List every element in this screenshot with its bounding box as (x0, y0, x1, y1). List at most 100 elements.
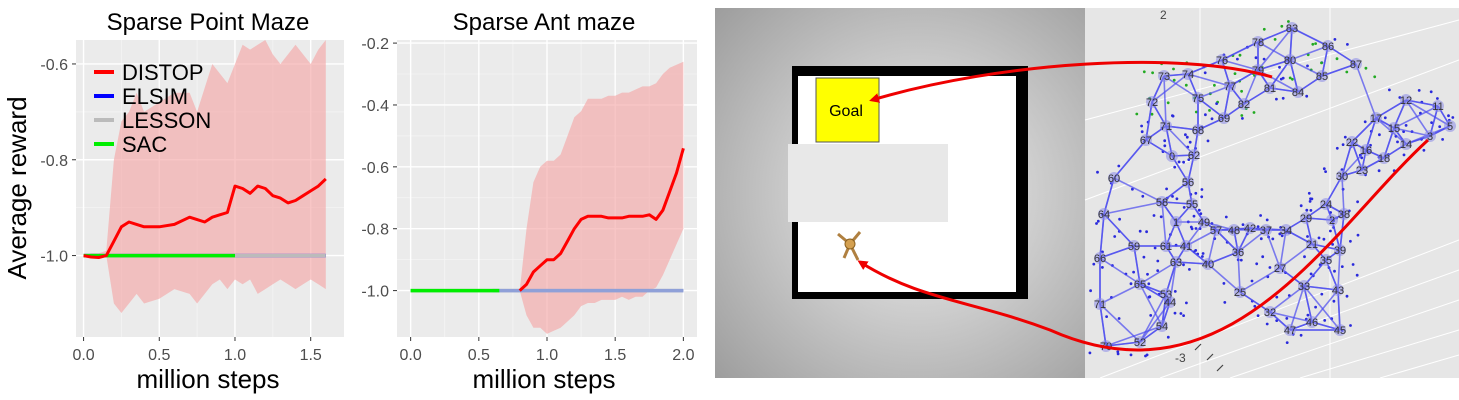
graph-node (1338, 208, 1350, 220)
graph-point (1311, 42, 1315, 46)
graph-edge (1269, 311, 1313, 323)
graph-edge (1405, 99, 1451, 127)
graph-point (1252, 111, 1256, 114)
graph-point (1278, 65, 1281, 69)
graph-point (1279, 77, 1283, 81)
graph-node (1238, 98, 1250, 110)
graph-point (1314, 305, 1317, 309)
graph-point (1105, 315, 1108, 318)
graph-point (1259, 214, 1262, 217)
graph-node (1198, 216, 1210, 228)
graph-node (1160, 240, 1172, 252)
graph-point (1116, 350, 1120, 354)
graph-node (1224, 80, 1236, 92)
graph-node-label: 35 (1320, 255, 1332, 267)
graph-node (1334, 324, 1346, 336)
graph-node-label: 32 (1264, 307, 1276, 319)
graph-point (1303, 255, 1306, 259)
graph-point (1152, 214, 1156, 217)
graph-point (1345, 70, 1349, 74)
graph-node-label: 36 (1232, 247, 1244, 259)
graph-point (1117, 164, 1121, 168)
graph-point (1182, 206, 1186, 209)
graph-point (1096, 170, 1099, 174)
graph-point (1320, 292, 1324, 296)
graph-node-label: 68 (1192, 125, 1204, 137)
variance-band-distop (519, 61, 684, 334)
graph-node-label: 48 (1228, 225, 1240, 237)
chart-title: Sparse Point Maze (107, 9, 310, 36)
y-tick-label: -0.6 (361, 160, 389, 177)
graph-node-label: 45 (1334, 325, 1346, 337)
graph-point (1156, 259, 1160, 263)
graph-point (1172, 67, 1175, 71)
graph-node (1370, 112, 1382, 124)
graph-point (1239, 258, 1243, 262)
graph-edge (1311, 289, 1339, 323)
graph-node (1166, 150, 1178, 162)
graph-point (1163, 144, 1167, 148)
graph-point (1166, 101, 1170, 105)
graph-point (1355, 273, 1359, 277)
graph-node (1320, 198, 1332, 210)
y-tick-label: -0.4 (361, 98, 389, 115)
graph-node (1188, 149, 1200, 161)
graph-node (1378, 152, 1390, 164)
graph-point (1096, 219, 1100, 223)
graph-point (1173, 165, 1177, 169)
legend-label-elsim: ELSIM (122, 84, 188, 109)
graph-point (1233, 72, 1237, 75)
graph-node (1210, 224, 1222, 236)
graph-node-label: 52 (1134, 337, 1146, 349)
graph-point (1306, 64, 1309, 68)
x-tick-label: 1.5 (300, 347, 322, 364)
graph-point (1210, 117, 1214, 121)
graph-edge (1139, 301, 1171, 343)
graph-point (1281, 96, 1285, 100)
graph-point (1329, 229, 1332, 233)
graph-point (1182, 263, 1185, 267)
graph-point (1177, 160, 1181, 164)
graph-point (1095, 222, 1098, 225)
graph-node-label: 83 (1286, 23, 1298, 35)
graph-node (1400, 94, 1412, 106)
graph-point (1333, 38, 1337, 41)
graph-node-label: 30 (1336, 171, 1348, 183)
x-tick-label: 1.5 (604, 347, 626, 364)
graph-edge (1239, 267, 1281, 293)
graph-node-label: 59 (1128, 241, 1140, 253)
graph-node (1306, 316, 1318, 328)
graph-node (1128, 240, 1140, 252)
series-lines (83, 177, 327, 259)
graph-point (1349, 324, 1352, 327)
graph-point (1113, 235, 1117, 238)
graph-point (1140, 124, 1143, 128)
maze-inner-wall (788, 144, 948, 222)
graph-point (1197, 208, 1201, 212)
graph-node-label: 46 (1306, 317, 1318, 329)
graph-point (1356, 200, 1359, 204)
maze-image: Goal (715, 8, 1085, 378)
graph-point (1383, 116, 1387, 120)
graph-point (1378, 133, 1381, 137)
graph-edge (1279, 243, 1313, 269)
graph-node (1170, 256, 1182, 268)
graph-node (1108, 172, 1120, 184)
graph-point (1224, 215, 1228, 219)
graph-point (1345, 294, 1349, 298)
series-line-distop (518, 147, 685, 292)
graph-point (1194, 227, 1198, 230)
graph-point (1238, 53, 1242, 57)
graph-node (1432, 100, 1444, 112)
graph-node-label: 11 (1432, 101, 1443, 113)
graph-point (1147, 295, 1151, 299)
graph-node (1252, 36, 1264, 48)
graph-point (1278, 232, 1282, 236)
graph-node (1186, 198, 1198, 210)
graph-node (1192, 124, 1204, 136)
graph-point (1166, 335, 1170, 339)
graph-point (1254, 56, 1258, 60)
graph-point (1194, 110, 1198, 114)
graph-node-label: 63 (1170, 257, 1182, 269)
graph-node-label: 37 (1260, 225, 1272, 237)
